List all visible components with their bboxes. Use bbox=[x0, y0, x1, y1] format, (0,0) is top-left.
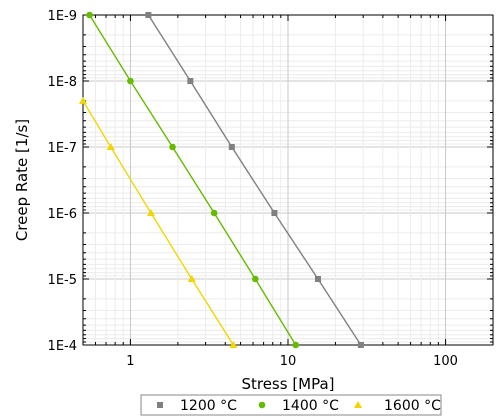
y-tick-label: 1E-4 bbox=[48, 339, 77, 354]
y-tick-label: 1E-7 bbox=[48, 141, 77, 156]
series-1 bbox=[86, 11, 300, 349]
data-point bbox=[169, 143, 176, 151]
legend-marker bbox=[354, 401, 362, 408]
data-point bbox=[187, 78, 194, 84]
legend-box bbox=[140, 394, 442, 416]
data-point bbox=[292, 341, 300, 349]
legend-marker bbox=[157, 402, 163, 408]
series-2 bbox=[79, 96, 238, 348]
data-point bbox=[357, 342, 364, 348]
x-tick-label: 10 bbox=[280, 354, 297, 369]
data-point bbox=[210, 209, 218, 217]
axis-ticks: 1E-9 1E-8 1E-7 1E-6 1E-5 1E-4 1 10 100 bbox=[48, 9, 494, 369]
data-point bbox=[127, 77, 134, 85]
legend-label: 1600 °C bbox=[384, 398, 441, 414]
series-line bbox=[147, 14, 362, 346]
grid bbox=[82, 14, 494, 345]
legend-label: 1200 °C bbox=[180, 398, 237, 414]
legend-marker bbox=[258, 401, 266, 409]
data-point bbox=[251, 275, 259, 283]
data-point bbox=[146, 209, 155, 216]
x-tick-label: 100 bbox=[433, 354, 458, 369]
x-axis-title: Stress [MPa] bbox=[241, 375, 334, 393]
series-0 bbox=[145, 12, 364, 348]
y-tick-label: 1E-9 bbox=[48, 9, 77, 24]
data-point bbox=[106, 143, 115, 150]
data-point bbox=[79, 96, 87, 104]
legend-label: 1400 °C bbox=[282, 398, 339, 414]
series-layer bbox=[79, 11, 364, 349]
data-point bbox=[228, 144, 235, 150]
y-tick-label: 1E-6 bbox=[48, 207, 77, 222]
legend: 1200 °C 1400 °C 1600 °C bbox=[140, 394, 442, 416]
x-tick-label: 1 bbox=[126, 354, 134, 369]
data-point bbox=[187, 275, 196, 282]
y-tick-label: 1E-8 bbox=[48, 75, 77, 90]
data-point bbox=[229, 341, 238, 348]
data-point bbox=[314, 276, 321, 282]
series-line bbox=[88, 14, 297, 346]
data-point bbox=[145, 12, 152, 18]
y-tick-label: 1E-5 bbox=[48, 273, 77, 288]
y-axis-title: Creep Rate [1/s] bbox=[13, 119, 31, 241]
data-point bbox=[271, 210, 278, 216]
data-point bbox=[86, 11, 93, 19]
